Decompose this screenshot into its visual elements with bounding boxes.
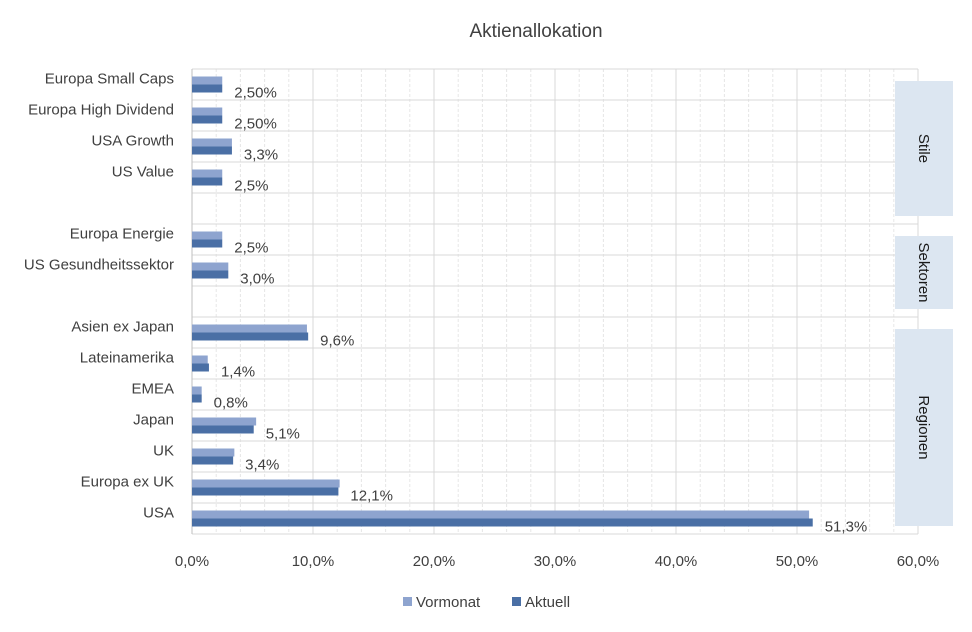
data-label: 51,3% <box>825 519 868 536</box>
legend-label-aktuell: Aktuell <box>525 594 570 611</box>
bar-aktuell-13 <box>192 487 339 496</box>
bar-series <box>192 76 813 527</box>
chart-title: Aktienallokation <box>469 21 602 42</box>
data-label: 1,4% <box>221 364 255 381</box>
x-tick-label: 40,0% <box>655 553 698 570</box>
bar-aktuell-8 <box>192 332 309 341</box>
legend-swatch-vormonat <box>403 597 412 606</box>
category-label: Europa Small Caps <box>45 71 174 88</box>
grid-lines <box>191 68 919 535</box>
category-label: USA Growth <box>91 133 174 150</box>
bar-vormonat-12 <box>192 448 235 457</box>
bar-aktuell-6 <box>192 270 229 279</box>
group-box-sektoren <box>895 236 953 309</box>
data-label: 3,4% <box>245 457 279 474</box>
category-label: Europa ex UK <box>81 474 174 491</box>
bar-vormonat-6 <box>192 262 229 271</box>
x-tick-label: 60,0% <box>897 553 940 570</box>
bar-vormonat-1 <box>192 107 223 116</box>
category-labels: Europa Small Caps Europa High Dividend USA… <box>24 71 175 522</box>
bar-vormonat-2 <box>192 138 232 147</box>
bar-vormonat-10 <box>192 386 202 395</box>
bar-aktuell-10 <box>192 394 202 403</box>
bar-aktuell-3 <box>192 177 223 186</box>
category-label: Asien ex Japan <box>71 319 174 336</box>
category-label: Lateinamerika <box>80 350 175 367</box>
bar-aktuell-0 <box>192 84 223 93</box>
x-tick-label: 0,0% <box>175 553 209 570</box>
bar-aktuell-11 <box>192 425 254 434</box>
group-boxes: Stile Sektoren Regionen <box>895 81 953 526</box>
group-label-sektoren: Sektoren <box>915 242 932 302</box>
category-label: USA <box>143 505 174 522</box>
bar-vormonat-0 <box>192 76 223 85</box>
category-label: Europa High Dividend <box>28 102 174 119</box>
bar-vormonat-14 <box>192 510 810 519</box>
legend-swatch-aktuell <box>512 597 521 606</box>
bar-vormonat-13 <box>192 479 340 488</box>
data-label: 0,8% <box>214 395 248 412</box>
x-tick-label: 50,0% <box>776 553 819 570</box>
data-label: 5,1% <box>266 426 300 443</box>
data-label: 2,50% <box>234 85 277 102</box>
bar-aktuell-9 <box>192 363 209 372</box>
category-label: UK <box>153 443 174 460</box>
x-axis-ticks: 0,0% 10,0% 20,0% 30,0% 40,0% 50,0% 60,0% <box>175 553 939 570</box>
x-tick-label: 10,0% <box>292 553 335 570</box>
bar-aktuell-12 <box>192 456 234 465</box>
data-label: 12,1% <box>350 488 393 505</box>
group-box-stile <box>895 81 953 216</box>
bar-vormonat-11 <box>192 417 257 426</box>
category-label: EMEA <box>131 381 174 398</box>
data-labels: 2,50% 2,50% 3,3% 2,5% 2,5% 3,0% 9,6% 1,4% 0,8% 5,… <box>214 85 868 536</box>
group-label-regionen: Regionen <box>915 395 932 459</box>
data-label: 2,5% <box>234 178 268 195</box>
bar-aktuell-2 <box>192 146 232 155</box>
x-tick-label: 30,0% <box>534 553 577 570</box>
legend: Vormonat Aktuell <box>403 594 570 611</box>
bar-vormonat-5 <box>192 231 223 240</box>
category-label: US Gesundheitssektor <box>24 257 174 274</box>
category-label: Japan <box>133 412 174 429</box>
data-label: 3,3% <box>244 147 278 164</box>
bar-vormonat-8 <box>192 324 307 333</box>
bar-aktuell-14 <box>192 518 813 527</box>
bar-aktuell-5 <box>192 239 223 248</box>
data-label: 9,6% <box>320 333 354 350</box>
data-label: 2,5% <box>234 240 268 257</box>
bar-vormonat-9 <box>192 355 208 364</box>
legend-label-vormonat: Vormonat <box>416 594 481 611</box>
bar-vormonat-3 <box>192 169 223 178</box>
data-label: 3,0% <box>240 271 274 288</box>
group-label-stile: Stile <box>915 134 932 163</box>
data-label: 2,50% <box>234 116 277 133</box>
x-tick-label: 20,0% <box>413 553 456 570</box>
category-label: US Value <box>112 164 174 181</box>
group-box-regionen <box>895 329 953 526</box>
category-label: Europa Energie <box>70 226 174 243</box>
bar-aktuell-1 <box>192 115 223 124</box>
